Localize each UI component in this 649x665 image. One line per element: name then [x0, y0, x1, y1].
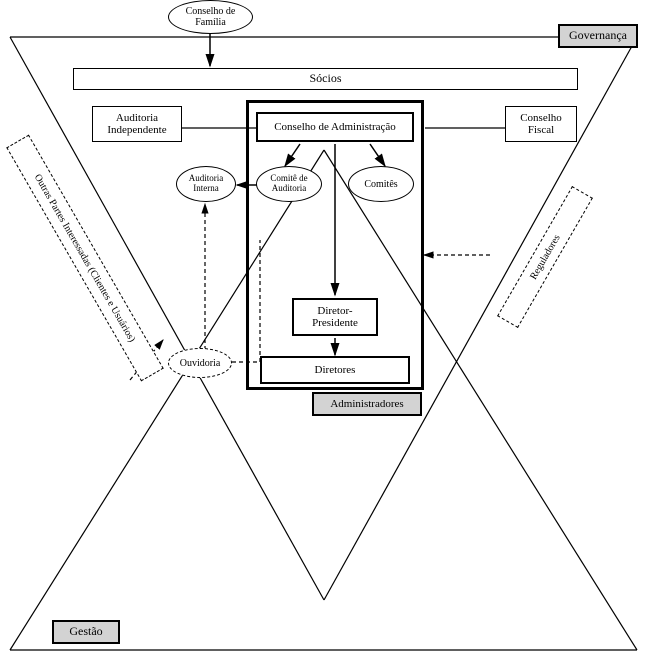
gestao-label: Gestão — [52, 620, 120, 644]
diretor-presidente-node: Diretor- Presidente — [292, 298, 378, 336]
conselho-familia-node: Conselho de Família — [168, 0, 253, 34]
diagram-canvas: Conselho de Família Governança Sócios Au… — [0, 0, 649, 665]
administradores-label: Administradores — [312, 392, 422, 416]
administracao-container — [246, 100, 424, 390]
diretores-node: Diretores — [260, 356, 410, 384]
conselho-administracao-node: Conselho de Administração — [256, 112, 414, 142]
governanca-label: Governança — [558, 24, 638, 48]
auditoria-independente-node: Auditoria Independente — [92, 106, 182, 142]
socios-node: Sócios — [73, 68, 578, 90]
conselho-fiscal-node: Conselho Fiscal — [505, 106, 577, 142]
auditoria-interna-node: Auditoria Interna — [176, 166, 236, 202]
comite-auditoria-node: Comitê de Auditoria — [256, 166, 322, 202]
comites-node: Comitês — [348, 166, 414, 202]
ouvidoria-node: Ouvidoria — [168, 348, 232, 378]
